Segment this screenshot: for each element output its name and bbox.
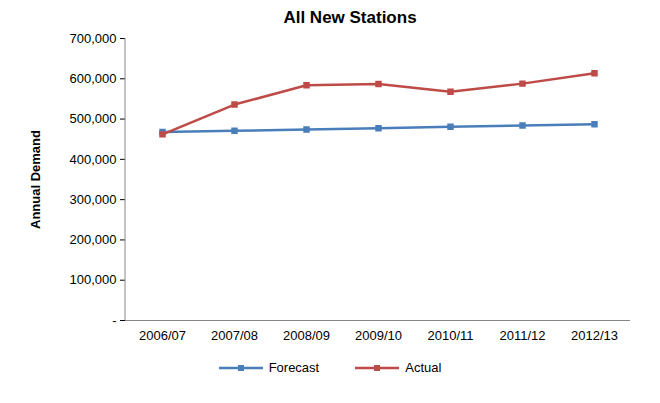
svg-text:700,000: 700,000 — [70, 31, 117, 46]
svg-text:200,000: 200,000 — [70, 232, 117, 247]
svg-text:2006/07: 2006/07 — [139, 328, 186, 343]
svg-text:2007/08: 2007/08 — [211, 328, 258, 343]
svg-text:2008/09: 2008/09 — [283, 328, 330, 343]
svg-text:2010/11: 2010/11 — [427, 328, 473, 343]
svg-text:400,000: 400,000 — [70, 152, 117, 167]
svg-text:300,000: 300,000 — [70, 192, 117, 207]
html-text:Forecast: Forecast — [268, 360, 320, 375]
svg-text:600,000: 600,000 — [70, 71, 117, 86]
svg-text:Annual Demand: Annual Demand — [28, 130, 43, 229]
svg-text:2009/10: 2009/10 — [355, 328, 402, 343]
svg-text:-: - — [112, 313, 116, 328]
svg-text:2011/12: 2011/12 — [499, 328, 545, 343]
svg-text:100,000: 100,000 — [70, 272, 117, 287]
html-text:Actual: Actual — [405, 360, 442, 375]
svg-text:2012/13: 2012/13 — [571, 328, 618, 343]
html-text:All New Stations: All New Stations — [283, 8, 417, 27]
svg-text:500,000: 500,000 — [70, 111, 117, 126]
